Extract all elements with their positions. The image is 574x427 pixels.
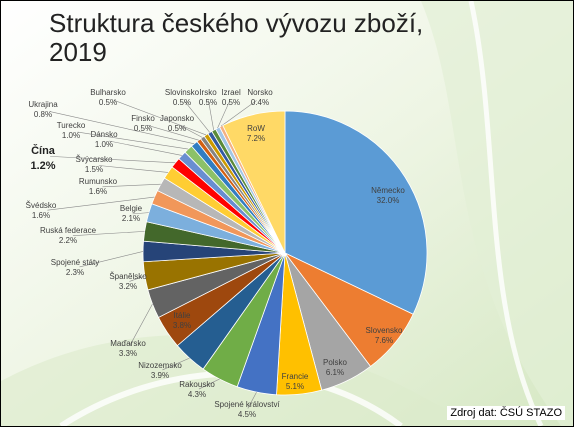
data-label-name: Ukrajina — [28, 100, 58, 109]
data-label-value: 1.0% — [95, 140, 113, 149]
data-label-value: 3.8% — [173, 321, 191, 330]
data-label-value: 0.5% — [168, 124, 186, 133]
data-label-name: Švýcarsko — [76, 155, 113, 164]
data-label-name: Norsko — [247, 88, 273, 97]
data-label-name: Polsko — [323, 358, 348, 367]
data-label-value: 0.5% — [199, 98, 217, 107]
data-label-name: Turecko — [57, 121, 86, 130]
data-label-value: 2.1% — [122, 214, 140, 223]
data-label-value: 7.6% — [375, 336, 393, 345]
data-label-name: Slovinsko — [165, 88, 200, 97]
data-label-value: 7.2% — [247, 134, 265, 143]
slide: Struktura českého vývozu zboží, 2019 Něm… — [0, 0, 574, 427]
data-label-value: 1.0% — [62, 131, 80, 140]
data-label-name: Rumunsko — [79, 177, 118, 186]
data-label-name: Francie — [282, 372, 309, 381]
data-label-name: Belgie — [120, 204, 143, 213]
data-label-value: 5.1% — [286, 382, 304, 391]
data-label-value: 4.5% — [238, 410, 256, 419]
leader-line — [99, 165, 168, 172]
data-label-name: Švédsko — [26, 201, 57, 210]
data-label-value: 1.6% — [32, 211, 50, 220]
data-label-name: Finsko — [131, 114, 155, 123]
data-label-name: Španělsko — [109, 272, 147, 281]
leader-line — [50, 156, 175, 162]
data-label-value: 1.2% — [30, 160, 55, 172]
data-label-value: 1.6% — [89, 187, 107, 196]
leader-line — [109, 141, 182, 155]
data-label-name: Nizozemsko — [138, 361, 182, 370]
data-label-value: 2.3% — [66, 268, 84, 277]
data-label-value: 0.5% — [222, 98, 240, 107]
data-label-name: Irsko — [199, 88, 217, 97]
data-label-value: 3.2% — [119, 282, 137, 291]
chart: Německo32.0% Slovensko7.6% Polsko6.1% Franc… — [1, 1, 573, 426]
data-label-value: 6.1% — [326, 368, 344, 377]
data-label-value: 0.8% — [34, 110, 52, 119]
data-label-name: RoW — [247, 124, 265, 133]
data-label-name: Izrael — [221, 88, 241, 97]
data-label-name: Maďarsko — [110, 339, 146, 348]
data-label-value: 3.9% — [151, 371, 169, 380]
data-label-name: Spojené státy — [51, 258, 99, 267]
data-label-value: 3.3% — [119, 349, 137, 358]
data-label-name: Německo — [371, 186, 405, 195]
data-label-value: 32.0% — [377, 196, 400, 205]
data-label-value: 4.3% — [188, 390, 206, 399]
data-label-name: Ruská federace — [40, 226, 97, 235]
data-label-name: Rakousko — [179, 380, 215, 389]
data-label-name: Bulharsko — [90, 88, 126, 97]
data-label-name: Spojené království — [214, 400, 280, 409]
data-label-value: 1.5% — [85, 165, 103, 174]
data-label-name: Slovensko — [366, 326, 403, 335]
data-label-value: 0.5% — [173, 98, 191, 107]
source-note: Zdroj dat: ČSÚ STAZO — [447, 406, 565, 420]
data-label-name: Itálie — [174, 311, 191, 320]
data-label-value: 0.5% — [99, 98, 117, 107]
data-label-value: 0.5% — [134, 124, 152, 133]
data-label-name: Čína — [31, 144, 56, 157]
data-label-value: 2.2% — [59, 236, 77, 245]
data-label-value: 0.4% — [251, 98, 269, 107]
data-label-name: Japonsko — [160, 114, 195, 123]
